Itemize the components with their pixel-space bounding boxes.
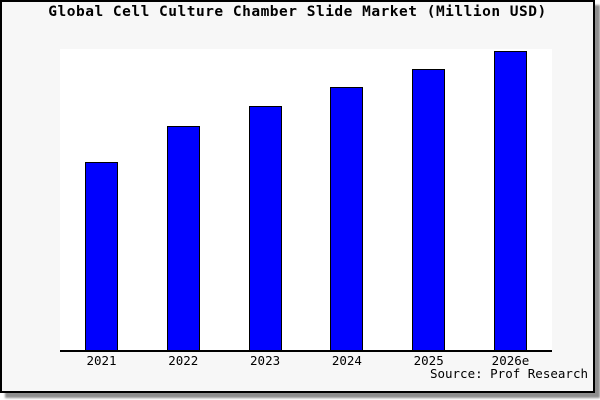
bars-container bbox=[85, 49, 527, 350]
bar-2024 bbox=[330, 87, 364, 350]
x-tick-label-2021: 2021 bbox=[86, 353, 117, 368]
x-tick-label-2024: 2024 bbox=[331, 353, 362, 368]
bar-2023 bbox=[248, 106, 282, 350]
x-axis-labels: 2021 2022 2023 2024 2025 2026e bbox=[85, 353, 530, 368]
chart-title: Global Cell Culture Chamber Slide Market… bbox=[48, 4, 547, 20]
plot-area bbox=[60, 49, 552, 352]
x-tick-label-2023: 2023 bbox=[250, 353, 281, 368]
bar-2026e bbox=[493, 51, 527, 350]
x-tick-label-2022: 2022 bbox=[168, 353, 199, 368]
bar-2021 bbox=[85, 162, 118, 350]
source-credit: Source: Prof Research bbox=[429, 366, 588, 381]
x-tick-label-2025: 2025 bbox=[413, 353, 444, 368]
bar-2025 bbox=[412, 69, 446, 350]
x-tick-label-2026e: 2026e bbox=[491, 353, 530, 368]
bar-2022 bbox=[166, 126, 200, 350]
